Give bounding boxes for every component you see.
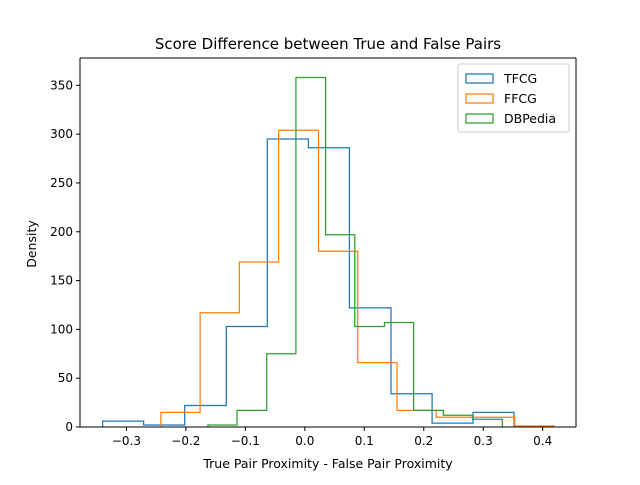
series-dbpedia-histogram [207,76,503,427]
y-tick-label: 200 [50,225,73,239]
legend: TFCG FFCG DBPedia [457,63,570,133]
x-axis-label: True Pair Proximity - False Pair Proximi… [202,456,453,471]
x-tick-label: −0.1 [231,434,260,448]
x-tick-label: 0.0 [295,434,314,448]
legend-swatch-dbpedia [465,113,494,124]
ticks: −0.3 −0.2 −0.1 0.0 0.1 0.2 0.3 0.4 0 50 100 150 200 2… [50,78,552,448]
x-tick-label: 0.4 [533,434,552,448]
y-axis-label: Density [24,220,39,268]
x-tick-label: −0.3 [112,434,141,448]
y-tick-label: 350 [50,78,73,92]
y-tick-label: 50 [58,371,73,385]
legend-swatch-tfcg [465,73,494,84]
series-ffcg-histogram [160,129,555,427]
series-tfcg-histogram [101,138,515,427]
y-tick-label: 300 [50,127,73,141]
y-tick-label: 250 [50,176,73,190]
y-tick-label: 150 [50,274,73,288]
legend-swatch-ffcg [465,93,494,104]
x-tick-label: −0.2 [171,434,200,448]
x-tick-label: 0.3 [474,434,493,448]
legend-frame [457,63,570,133]
axes [79,57,577,428]
series-layer [101,76,555,427]
x-tick-label: 0.1 [355,434,374,448]
legend-label-ffcg: FFCG [504,91,537,106]
legend-label-dbpedia: DBPedia [504,111,556,126]
y-tick-label: 100 [50,322,73,336]
x-tick-label: 0.2 [414,434,433,448]
y-tick-label: 0 [65,420,73,434]
legend-label-tfcg: TFCG [503,71,537,86]
chart-title: Score Difference between True and False … [155,35,501,53]
